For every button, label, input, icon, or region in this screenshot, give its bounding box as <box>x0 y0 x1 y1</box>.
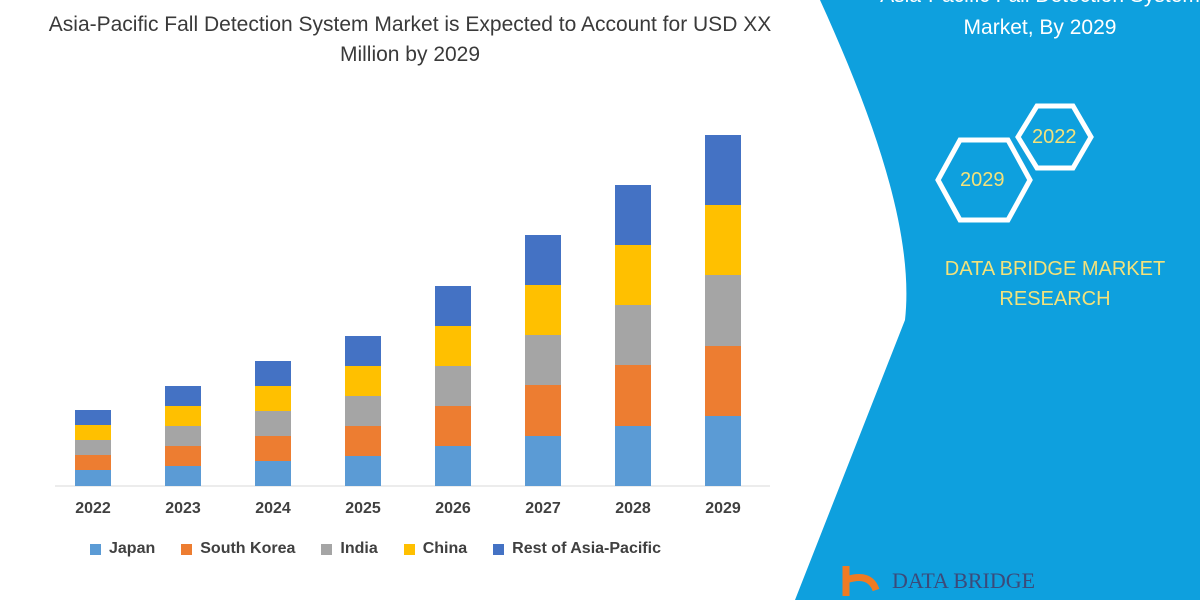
x-tick-label: 2022 <box>75 500 111 517</box>
bars-group <box>75 135 741 486</box>
bar-segment-2029-south-korea <box>705 346 741 416</box>
legend-item: Rest of Asia-Pacific <box>493 540 661 558</box>
bar-segment-2025-india <box>345 396 381 426</box>
bar-segment-2026-japan <box>435 446 471 486</box>
bar-segment-2025-japan <box>345 456 381 486</box>
bar-segment-2024-rest-of-asia-pacific <box>255 361 291 386</box>
bar-segment-2023-india <box>165 426 201 446</box>
legend-label: Rest of Asia-Pacific <box>512 540 661 557</box>
bar-segment-2026-rest-of-asia-pacific <box>435 286 471 326</box>
brand-line1: DATA BRIDGE MARKET <box>944 258 1166 280</box>
bar-segment-2025-china <box>345 366 381 396</box>
bar-segment-2028-india <box>615 305 651 365</box>
bar-segment-2025-south-korea <box>345 426 381 456</box>
bar-segment-2029-japan <box>705 416 741 486</box>
bar-segment-2028-rest-of-asia-pacific <box>615 185 651 245</box>
bar-segment-2029-rest-of-asia-pacific <box>705 135 741 205</box>
bar-segment-2028-japan <box>615 426 651 486</box>
legend-swatch <box>493 543 505 555</box>
hexagon-2029 <box>935 137 1033 223</box>
legend-label: Japan <box>109 540 156 557</box>
hex-label-2022: 2022 <box>1032 126 1077 148</box>
bar-segment-2027-south-korea <box>525 385 561 436</box>
legend-swatch <box>321 543 333 555</box>
x-tick-label: 2026 <box>435 500 471 517</box>
logo-icon <box>842 566 880 596</box>
x-tick-label: 2024 <box>255 500 291 517</box>
side-title-line1: Asia-Pacific Fall Detection System <box>880 0 1200 12</box>
legend-swatch <box>403 543 415 555</box>
bar-segment-2025-rest-of-asia-pacific <box>345 336 381 366</box>
legend-label: South Korea <box>200 540 296 557</box>
hexagon-2022 <box>1015 103 1094 171</box>
side-panel-title: Asia-Pacific Fall Detection System Marke… <box>880 0 1200 44</box>
x-tick-label: 2029 <box>705 500 741 517</box>
legend-item: India <box>321 540 378 558</box>
legend-item: China <box>403 540 468 558</box>
bar-segment-2024-india <box>255 411 291 436</box>
x-tick-label: 2025 <box>345 500 381 517</box>
bar-segment-2022-japan <box>75 470 111 486</box>
bar-segment-2026-china <box>435 326 471 366</box>
bar-segment-2026-india <box>435 366 471 406</box>
x-tick-label: 2027 <box>525 500 561 517</box>
bar-segment-2023-rest-of-asia-pacific <box>165 386 201 406</box>
bar-segment-2023-china <box>165 406 201 426</box>
bar-segment-2024-china <box>255 386 291 411</box>
bar-segment-2022-south-korea <box>75 455 111 470</box>
chart-title: Asia-Pacific Fall Detection System Marke… <box>48 13 772 66</box>
bar-segment-2027-rest-of-asia-pacific <box>525 235 561 285</box>
bar-segment-2027-india <box>525 335 561 385</box>
logo-text: DATA BRIDGE <box>892 568 1036 593</box>
legend: Japan South Korea India China Rest of Asia-P… <box>90 540 661 558</box>
bar-segment-2027-china <box>525 285 561 335</box>
legend-item: South Korea <box>181 540 295 558</box>
bar-segment-2022-rest-of-asia-pacific <box>75 410 111 425</box>
brand-text: DATA BRIDGE MARKET RESEARCH <box>920 254 1190 314</box>
bar-segment-2024-japan <box>255 461 291 486</box>
bar-segment-2022-india <box>75 440 111 455</box>
x-tick-label: 2028 <box>615 500 651 517</box>
legend-swatch <box>90 543 101 555</box>
legend-swatch <box>181 543 193 555</box>
bar-segment-2029-china <box>705 205 741 275</box>
hex-label-2029: 2029 <box>960 169 1005 191</box>
bar-segment-2028-south-korea <box>615 365 651 426</box>
legend-item: Japan <box>90 540 155 558</box>
bar-segment-2024-south-korea <box>255 436 291 461</box>
side-title-line2: Market, By 2029 <box>963 16 1117 39</box>
bar-segment-2023-japan <box>165 466 201 486</box>
bar-segment-2029-india <box>705 275 741 346</box>
legend-label: India <box>340 540 378 557</box>
x-tick-label: 2023 <box>165 500 201 517</box>
legend-label: China <box>422 540 468 557</box>
bar-segment-2028-china <box>615 245 651 305</box>
bar-segment-2023-south-korea <box>165 446 201 466</box>
bar-segment-2027-japan <box>525 436 561 486</box>
bar-segment-2022-china <box>75 425 111 440</box>
blue-side-panel <box>795 0 1200 600</box>
bar-segment-2026-south-korea <box>435 406 471 446</box>
brand-line2: RESEARCH <box>999 288 1111 310</box>
